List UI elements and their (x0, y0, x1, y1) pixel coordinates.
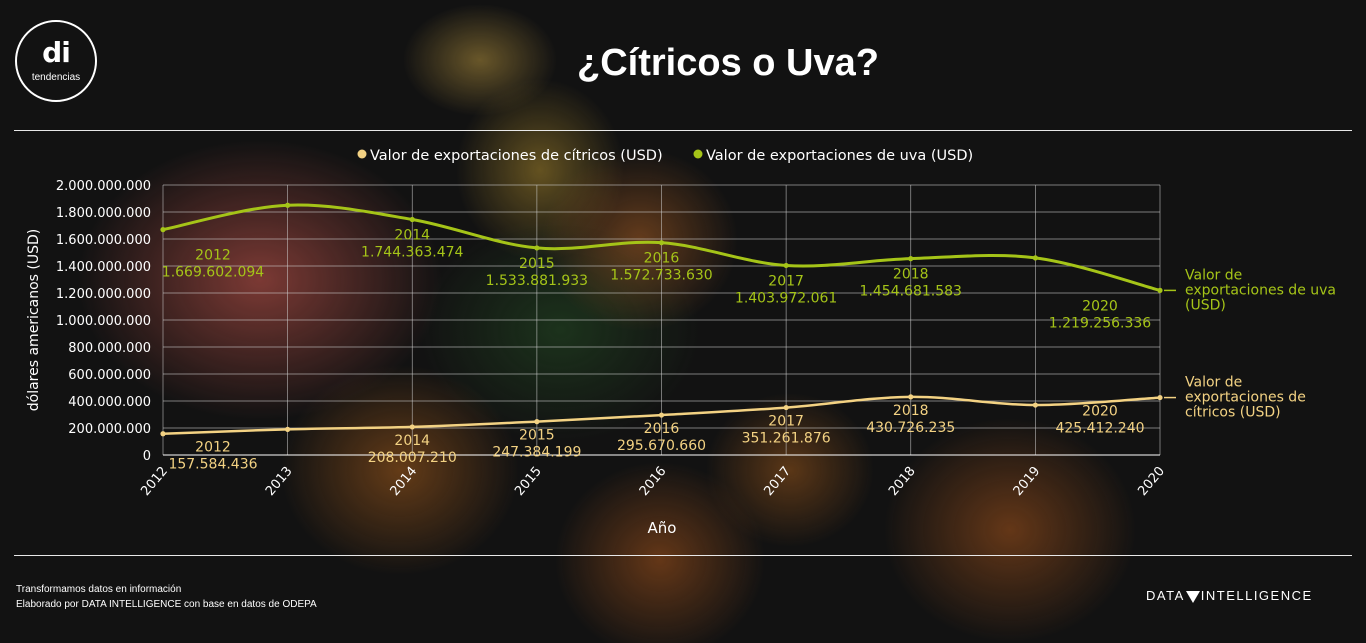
y-tick-label: 400.000.000 (68, 395, 151, 410)
data-point (409, 424, 415, 430)
data-point (160, 431, 166, 437)
brand-logo: DATA INTELLIGENCE (1146, 588, 1313, 603)
data-point (783, 262, 789, 269)
data-point (1032, 402, 1038, 408)
company-logo: di tendencias (15, 20, 97, 102)
series-end-label: (USD) (1185, 297, 1226, 313)
legend-marker-1 (693, 149, 703, 159)
data-point (1157, 394, 1163, 401)
data-label-value: 1.533.881.933 (486, 273, 588, 289)
data-label-year: 2016 (644, 421, 680, 437)
data-label-value: 1.669.602.094 (162, 265, 265, 281)
y-tick-label: 1.000.000.000 (56, 314, 151, 329)
logo-name: tendencias (31, 72, 81, 83)
y-tick-label: 2.000.000.000 (56, 179, 151, 194)
x-tick-label: 2016 (637, 464, 670, 499)
data-label-year: 2017 (768, 273, 804, 289)
data-point (658, 240, 665, 246)
y-tick-label: 200.000.000 (68, 422, 151, 437)
x-tick-label: 2020 (1135, 464, 1168, 499)
y-tick-label: 1.400.000.000 (56, 260, 151, 275)
x-tick-label: 2017 (761, 464, 794, 499)
legend-label-0: Valor de exportaciones de cítricos (USD) (370, 148, 663, 164)
brand-x-icon (1185, 590, 1200, 603)
data-point (908, 394, 914, 400)
data-label-value: 247.384.199 (492, 445, 581, 461)
data-point (658, 412, 665, 418)
data-label-value: 351.261.876 (742, 431, 831, 447)
series-end-label: Valor de (1185, 375, 1242, 391)
data-point (534, 419, 540, 425)
data-label-year: 2014 (394, 228, 430, 244)
x-tick-label: 2012 (138, 464, 171, 499)
data-label-year: 2012 (195, 248, 231, 264)
data-label-value: 425.412.240 (1055, 421, 1144, 437)
logo-mark: di (42, 36, 71, 69)
data-label-value: 430.726.235 (866, 420, 955, 436)
footer-tagline: Transformamos datos en información (16, 584, 182, 595)
data-point (783, 404, 789, 411)
series-end-label: Valor de (1185, 267, 1242, 283)
data-point (1157, 287, 1163, 294)
x-tick-label: 2015 (512, 464, 545, 499)
x-tick-label: 2019 (1011, 464, 1044, 499)
data-point (285, 202, 291, 208)
data-label-year: 2018 (893, 267, 929, 283)
y-tick-label: 800.000.000 (68, 341, 151, 356)
data-point (1032, 255, 1038, 261)
y-axis-title: dólares americanos (USD) (26, 229, 42, 412)
data-label-value: 1.219.256.336 (1049, 315, 1152, 331)
legend-label-1: Valor de exportaciones de uva (USD) (706, 148, 973, 164)
data-label-year: 2018 (893, 403, 929, 419)
data-label-value: 157.584.436 (168, 457, 257, 473)
bottom-divider (14, 555, 1352, 556)
data-label-value: 295.670.660 (617, 438, 706, 454)
data-point (409, 216, 415, 223)
data-point (285, 426, 291, 432)
data-point (908, 256, 914, 262)
data-label-year: 2017 (768, 414, 804, 430)
series-end-label: exportaciones de uva (1185, 282, 1336, 298)
data-label-value: 1.744.363.474 (361, 245, 464, 261)
data-label-value: 1.454.681.583 (860, 284, 962, 300)
top-divider (14, 130, 1352, 131)
data-label-year: 2015 (519, 428, 555, 444)
data-label-year: 2016 (644, 251, 680, 267)
y-tick-label: 0 (143, 449, 151, 464)
x-tick-label: 2014 (388, 464, 421, 499)
data-label-year: 2015 (519, 256, 555, 272)
series-end-label: exportaciones de (1185, 390, 1306, 406)
data-label-year: 2020 (1082, 298, 1118, 314)
series-end-label: cítricos (USD) (1185, 405, 1281, 421)
y-tick-label: 1.600.000.000 (56, 233, 151, 248)
y-tick-label: 1.800.000.000 (56, 206, 151, 221)
data-label-year: 2012 (195, 440, 231, 456)
x-axis-title: Año (648, 519, 677, 537)
y-tick-label: 1.200.000.000 (56, 287, 151, 302)
legend-marker-0 (357, 149, 367, 159)
data-point (160, 227, 166, 233)
data-label-value: 1.403.972.061 (735, 290, 837, 306)
data-point (534, 245, 540, 251)
data-label-value: 1.572.733.630 (610, 268, 712, 284)
data-label-year: 2020 (1082, 404, 1118, 420)
x-tick-label: 2018 (886, 464, 919, 499)
y-tick-label: 600.000.000 (68, 368, 151, 383)
page-title: ¿Cítricos o Uva? (577, 42, 879, 84)
brand-right: INTELLIGENCE (1200, 588, 1313, 603)
data-label-year: 2014 (394, 433, 430, 449)
data-label-value: 208.007.210 (368, 450, 457, 466)
brand-left: DATA (1146, 588, 1185, 603)
footer-source: Elaborado por DATA INTELLIGENCE con base… (16, 599, 317, 610)
x-tick-label: 2013 (263, 464, 296, 499)
